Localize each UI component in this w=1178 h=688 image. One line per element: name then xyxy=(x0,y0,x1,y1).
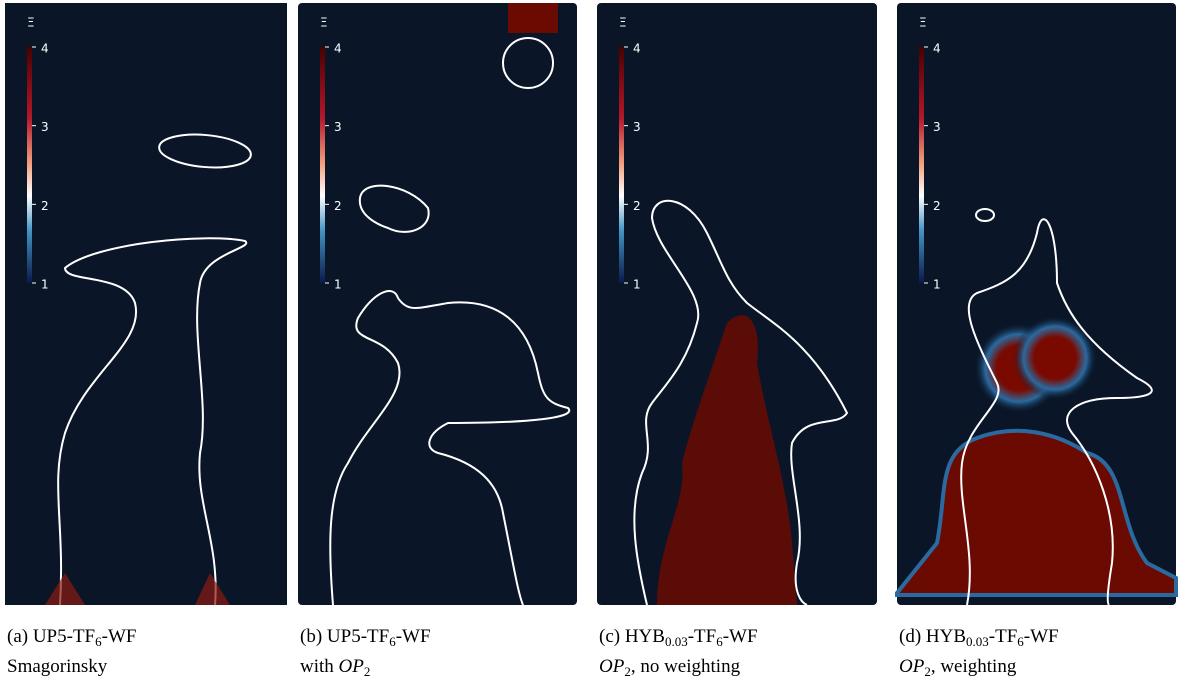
colorbar-tick-label: 1 xyxy=(41,278,49,292)
caption-part: -WF xyxy=(102,626,137,647)
caption-part: 6 xyxy=(1017,634,1024,649)
structure xyxy=(657,315,797,605)
panel: Ξ4 3 2 1 xyxy=(597,3,877,606)
caption-part: , weighting xyxy=(931,656,1017,677)
caption: Smagorinsky xyxy=(7,656,108,677)
caption-part: 2 xyxy=(364,664,371,679)
contour xyxy=(960,218,1153,606)
colorbar-tick-label: 3 xyxy=(633,120,641,134)
caption: (d) HYB0.03-TF6-WF xyxy=(899,626,1059,649)
colorbar-tick-label: 2 xyxy=(633,199,641,213)
caption: with OP2 xyxy=(300,656,370,679)
colorbar-tick-label: 4 xyxy=(933,42,941,56)
caption-part: 6 xyxy=(389,634,396,649)
field xyxy=(597,3,877,605)
caption-part: (a) UP5-TF xyxy=(7,626,95,647)
caption-part: OP xyxy=(899,656,925,677)
contour xyxy=(633,199,849,606)
panel: Ξ4 3 2 1 xyxy=(298,3,577,606)
colorbar-label: Ξ xyxy=(619,16,627,30)
caption-part: 6 xyxy=(716,634,723,649)
contour xyxy=(57,237,248,606)
caption: (b) UP5-TF6-WF xyxy=(300,626,431,649)
caption-part: -WF xyxy=(396,626,431,647)
colorbar xyxy=(619,47,624,283)
colorbar-tick-label: 4 xyxy=(334,42,342,56)
contour xyxy=(358,184,430,233)
caption-part: 0.03 xyxy=(966,634,989,649)
colorbar-tick-label: 1 xyxy=(633,278,641,292)
colorbar-tick-label: 1 xyxy=(933,278,941,292)
caption-part: 2 xyxy=(924,664,931,679)
colorbar-tick-label: 2 xyxy=(334,199,342,213)
colorbar-tick-label: 3 xyxy=(41,120,49,134)
colorbar-tick-label: 4 xyxy=(41,42,49,56)
caption: OP2, no weighting xyxy=(599,656,741,679)
colorbar-tick-label: 1 xyxy=(334,278,342,292)
panel: Ξ4 3 2 1 xyxy=(5,3,287,606)
structure xyxy=(508,3,558,33)
colorbar xyxy=(320,47,325,283)
colorbar-tick-label: 2 xyxy=(41,199,49,213)
caption-part: with xyxy=(300,656,339,677)
contour xyxy=(329,289,571,606)
contour xyxy=(158,133,252,169)
caption-part: (c) HYB xyxy=(599,626,665,647)
structure xyxy=(45,573,230,605)
structure xyxy=(895,428,1178,597)
colorbar-tick-label: 4 xyxy=(633,42,641,56)
colorbar xyxy=(27,47,32,283)
caption-part: 6 xyxy=(95,634,102,649)
colorbar-label: Ξ xyxy=(919,16,927,30)
caption-part: OP xyxy=(599,656,625,677)
caption-part: 0.03 xyxy=(665,634,688,649)
caption-part: (b) UP5-TF xyxy=(300,626,389,647)
caption-part: -TF xyxy=(688,626,717,647)
caption-part: Smagorinsky xyxy=(7,656,108,677)
colorbar-tick-label: 2 xyxy=(933,199,941,213)
caption-part: OP xyxy=(339,656,365,677)
caption: (c) HYB0.03-TF6-WF xyxy=(599,626,758,649)
caption-part: 2 xyxy=(624,664,631,679)
field xyxy=(5,3,287,605)
colorbar-tick-label: 3 xyxy=(334,120,342,134)
colorbar-tick-label: 3 xyxy=(933,120,941,134)
caption-part: -TF xyxy=(989,626,1018,647)
caption: OP2, weighting xyxy=(899,656,1017,679)
contour xyxy=(975,208,995,222)
caption-part: -WF xyxy=(723,626,758,647)
caption-part: (d) HYB xyxy=(899,626,966,647)
caption-part: , no weighting xyxy=(631,656,741,677)
contour xyxy=(502,37,554,89)
structure xyxy=(1013,316,1097,400)
colorbar xyxy=(919,47,924,283)
caption: (a) UP5-TF6-WF xyxy=(7,626,136,649)
panel: Ξ4 3 2 1 xyxy=(895,3,1178,606)
caption-part: -WF xyxy=(1024,626,1059,647)
colorbar-label: Ξ xyxy=(320,16,328,30)
colorbar-label: Ξ xyxy=(27,16,35,30)
